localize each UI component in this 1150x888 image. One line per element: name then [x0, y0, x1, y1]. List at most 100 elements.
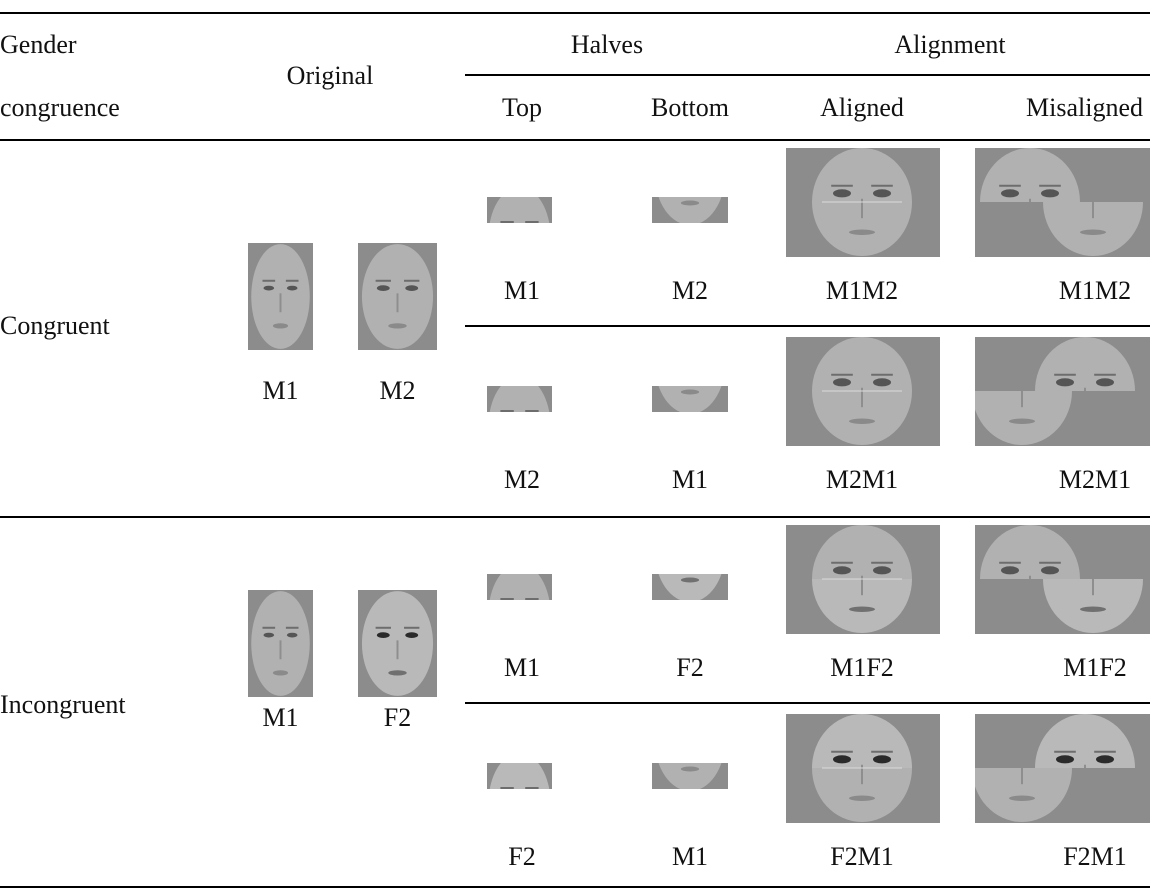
eye: [264, 633, 275, 638]
mouth: [681, 578, 699, 583]
cell-label: M1M2: [1059, 276, 1131, 305]
eye: [698, 164, 711, 170]
original-label: M1: [262, 376, 298, 405]
page: {"header": {"gender_congruence": ["Gende…: [0, 0, 1150, 888]
mouth: [1080, 230, 1106, 235]
original-label: M1: [262, 703, 298, 732]
eye: [526, 792, 537, 797]
eye: [526, 603, 537, 608]
mouth: [849, 230, 875, 235]
face: [362, 591, 433, 696]
face: [489, 753, 551, 853]
mouth: [511, 452, 527, 457]
eye: [502, 415, 513, 420]
mouth: [681, 390, 699, 395]
eye: [698, 353, 711, 359]
eye: [873, 566, 891, 574]
eye: [502, 226, 513, 231]
sub-header: Bottom: [651, 93, 729, 122]
mouth: [681, 201, 699, 206]
cell-label: M2M1: [1059, 465, 1131, 494]
cell-label: F2M1: [830, 842, 894, 871]
sub-header: Misaligned: [1026, 93, 1143, 122]
eye: [1096, 378, 1114, 386]
group-label: Incongruent: [0, 690, 126, 719]
eye: [526, 226, 537, 231]
mouth: [511, 640, 527, 645]
stimulus-table: Gender congruence Original Halves Alignm…: [0, 0, 1150, 888]
mouth: [273, 323, 288, 328]
face: [489, 376, 551, 476]
face: [251, 591, 310, 696]
cell-label: F2: [508, 842, 535, 871]
eye: [1056, 378, 1074, 386]
mouth: [849, 607, 875, 612]
face-skin: [489, 564, 551, 664]
eye: [377, 632, 390, 638]
cell-label: M1: [672, 842, 708, 871]
eye: [698, 541, 711, 547]
mouth: [388, 323, 406, 328]
eye: [1056, 755, 1074, 763]
eye: [670, 541, 683, 547]
eye: [1001, 566, 1019, 574]
original-label: F2: [384, 703, 411, 732]
eye: [1001, 189, 1019, 197]
eye: [502, 792, 513, 797]
cell-label: M1: [504, 276, 540, 305]
face-skin: [655, 314, 725, 414]
cell-label: M2M1: [826, 465, 898, 494]
eye: [1041, 566, 1059, 574]
header-alignment: Alignment: [894, 30, 1006, 59]
face-skin: [489, 753, 551, 853]
mouth: [849, 419, 875, 424]
cell-label: F2M1: [1063, 842, 1127, 871]
mouth: [1009, 796, 1035, 801]
cell-label: M2: [672, 276, 708, 305]
mouth: [849, 796, 875, 801]
header-congruence: congruence: [0, 93, 120, 122]
face: [655, 314, 725, 414]
eye: [833, 378, 851, 386]
face-skin: [655, 691, 725, 791]
eye: [405, 632, 418, 638]
header-gender: Gender: [0, 30, 77, 59]
group-label: Congruent: [0, 311, 111, 340]
eye: [264, 286, 275, 291]
eye: [1041, 189, 1059, 197]
eye: [405, 285, 418, 291]
eye: [526, 415, 537, 420]
cell-label: F2: [676, 653, 703, 682]
eye: [287, 286, 298, 291]
mouth: [388, 670, 406, 675]
eye: [287, 633, 298, 638]
face: [655, 691, 725, 791]
cell-label: M1F2: [1063, 653, 1127, 682]
eye: [873, 189, 891, 197]
cell-label: M1F2: [830, 653, 894, 682]
header-original: Original: [287, 61, 374, 90]
cell-label: M2: [504, 465, 540, 494]
face: [489, 564, 551, 664]
face: [251, 244, 310, 349]
face: [362, 244, 433, 349]
eye: [833, 755, 851, 763]
eye: [1096, 755, 1114, 763]
face-skin: [489, 376, 551, 476]
eye: [833, 189, 851, 197]
face: [489, 187, 551, 287]
face-skin: [489, 187, 551, 287]
mouth: [1080, 607, 1106, 612]
eye: [670, 353, 683, 359]
sub-header: Top: [502, 93, 542, 122]
mouth: [273, 670, 288, 675]
original-label: M2: [379, 376, 415, 405]
eye: [833, 566, 851, 574]
sub-header: Aligned: [820, 93, 904, 122]
header-halves: Halves: [571, 30, 643, 59]
eye: [670, 164, 683, 170]
cell-label: M1: [504, 653, 540, 682]
eye: [698, 730, 711, 736]
mouth: [681, 767, 699, 772]
mouth: [1009, 419, 1035, 424]
